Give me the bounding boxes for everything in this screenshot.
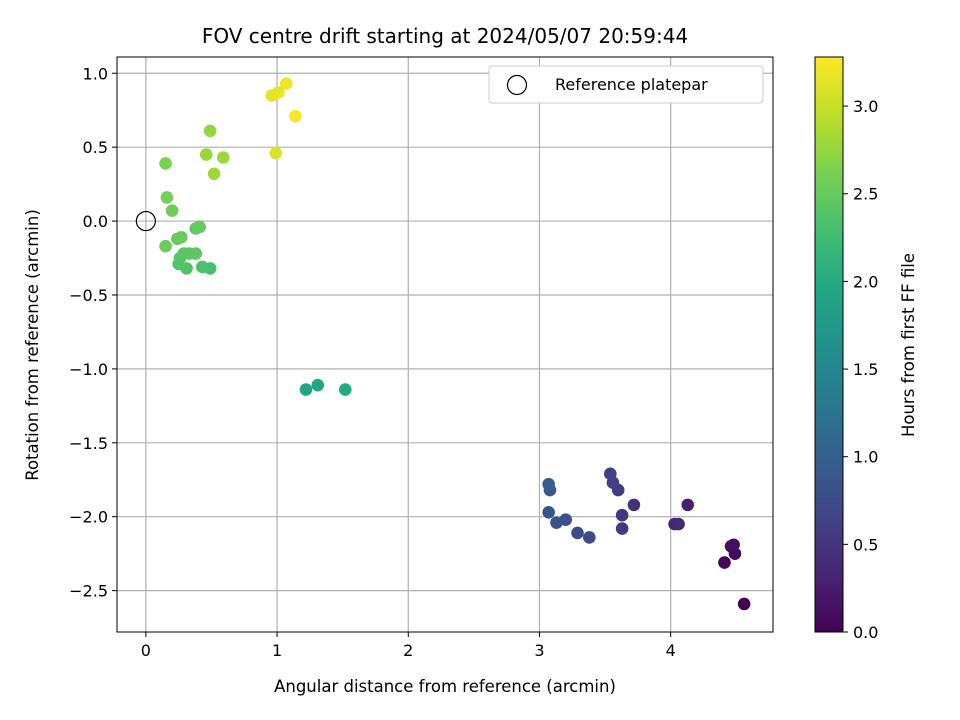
y-tick-label: 0.0 xyxy=(83,212,108,231)
data-point xyxy=(338,383,352,396)
x-axis-label: Angular distance from reference (arcmin) xyxy=(274,677,616,696)
data-point xyxy=(272,86,285,99)
data-point xyxy=(627,498,641,512)
y-tick-label: −2.0 xyxy=(69,508,108,527)
y-axis-label: Rotation from reference (arcmin) xyxy=(23,209,42,481)
colorbar: 0.0 0.5 1.0 1.5 2.0 2.5 3.0 Hours from first F… xyxy=(814,56,918,642)
grid-lines xyxy=(117,57,773,632)
data-point xyxy=(216,151,230,164)
y-axis-ticks: 1.0 0.5 0.0 −0.5 −1.0 −1.5 −2.0 −2.5 xyxy=(69,64,117,601)
colorbar-tick-label: 1.5 xyxy=(853,360,878,379)
legend-marker-reference xyxy=(506,74,528,96)
data-point xyxy=(718,556,731,569)
x-tick-label: 4 xyxy=(666,641,676,660)
data-point xyxy=(165,204,179,218)
data-point xyxy=(279,77,293,90)
data-point xyxy=(159,239,172,253)
colorbar-tick-label: 0.5 xyxy=(853,535,878,554)
x-tick-label: 1 xyxy=(272,641,282,660)
y-tick-label: −2.5 xyxy=(69,582,108,601)
data-point xyxy=(737,597,751,611)
data-point xyxy=(193,220,206,234)
legend: Reference platepar xyxy=(488,65,764,104)
data-point xyxy=(571,526,584,540)
data-point xyxy=(615,522,629,535)
data-point xyxy=(672,517,685,531)
data-point xyxy=(189,247,203,260)
colorbar-label: Hours from first FF file xyxy=(899,253,918,437)
data-point xyxy=(550,516,563,529)
y-tick-label: 1.0 xyxy=(83,64,108,83)
x-tick-label: 2 xyxy=(403,641,413,660)
data-point xyxy=(583,531,596,544)
data-point xyxy=(311,378,325,392)
legend-label-reference: Reference platepar xyxy=(555,75,708,94)
y-tick-label: −1.0 xyxy=(69,360,108,379)
data-point xyxy=(160,191,174,204)
legend-box xyxy=(488,65,764,104)
data-point xyxy=(681,498,695,512)
data-point xyxy=(174,231,188,244)
colorbar-tick-label: 3.0 xyxy=(853,97,878,116)
data-point xyxy=(542,477,555,491)
colorbar-tick-label: 2.0 xyxy=(853,272,878,291)
data-point xyxy=(269,146,283,160)
data-point xyxy=(207,167,221,181)
data-point xyxy=(615,508,629,522)
y-tick-label: −0.5 xyxy=(69,286,108,305)
data-point xyxy=(604,467,617,481)
data-point xyxy=(159,157,172,170)
plot-frame xyxy=(116,56,774,633)
data-point xyxy=(542,505,555,519)
data-point xyxy=(299,383,313,396)
x-tick-label: 3 xyxy=(534,641,544,660)
colorbar-gradient xyxy=(814,56,844,633)
data-point xyxy=(195,260,209,274)
colorbar-tick-label: 2.5 xyxy=(853,185,878,204)
colorbar-ticks: 0.0 0.5 1.0 1.5 2.0 2.5 3.0 xyxy=(843,97,878,642)
data-point xyxy=(199,148,213,161)
x-axis-ticks: 0 1 2 3 4 xyxy=(141,632,676,660)
colorbar-tick-label: 1.0 xyxy=(853,448,878,467)
chart-title: FOV centre drift starting at 2024/05/07 … xyxy=(202,24,688,48)
data-point xyxy=(203,124,217,138)
x-tick-label: 0 xyxy=(141,641,151,660)
reference-platepar-marker xyxy=(135,210,156,232)
data-point xyxy=(289,109,302,123)
colorbar-tick-label: 0.0 xyxy=(853,623,878,642)
y-tick-label: −1.5 xyxy=(69,434,108,453)
data-point xyxy=(727,538,740,552)
data-points xyxy=(135,77,751,611)
y-tick-label: 0.5 xyxy=(83,138,108,157)
